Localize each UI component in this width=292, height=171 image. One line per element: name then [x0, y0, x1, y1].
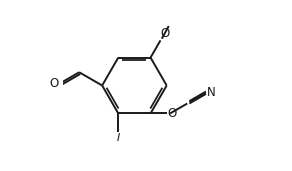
Text: O: O [50, 76, 59, 89]
Text: O: O [161, 27, 170, 40]
Text: I: I [117, 133, 120, 143]
Text: O: O [167, 107, 177, 120]
Text: N: N [207, 86, 216, 99]
